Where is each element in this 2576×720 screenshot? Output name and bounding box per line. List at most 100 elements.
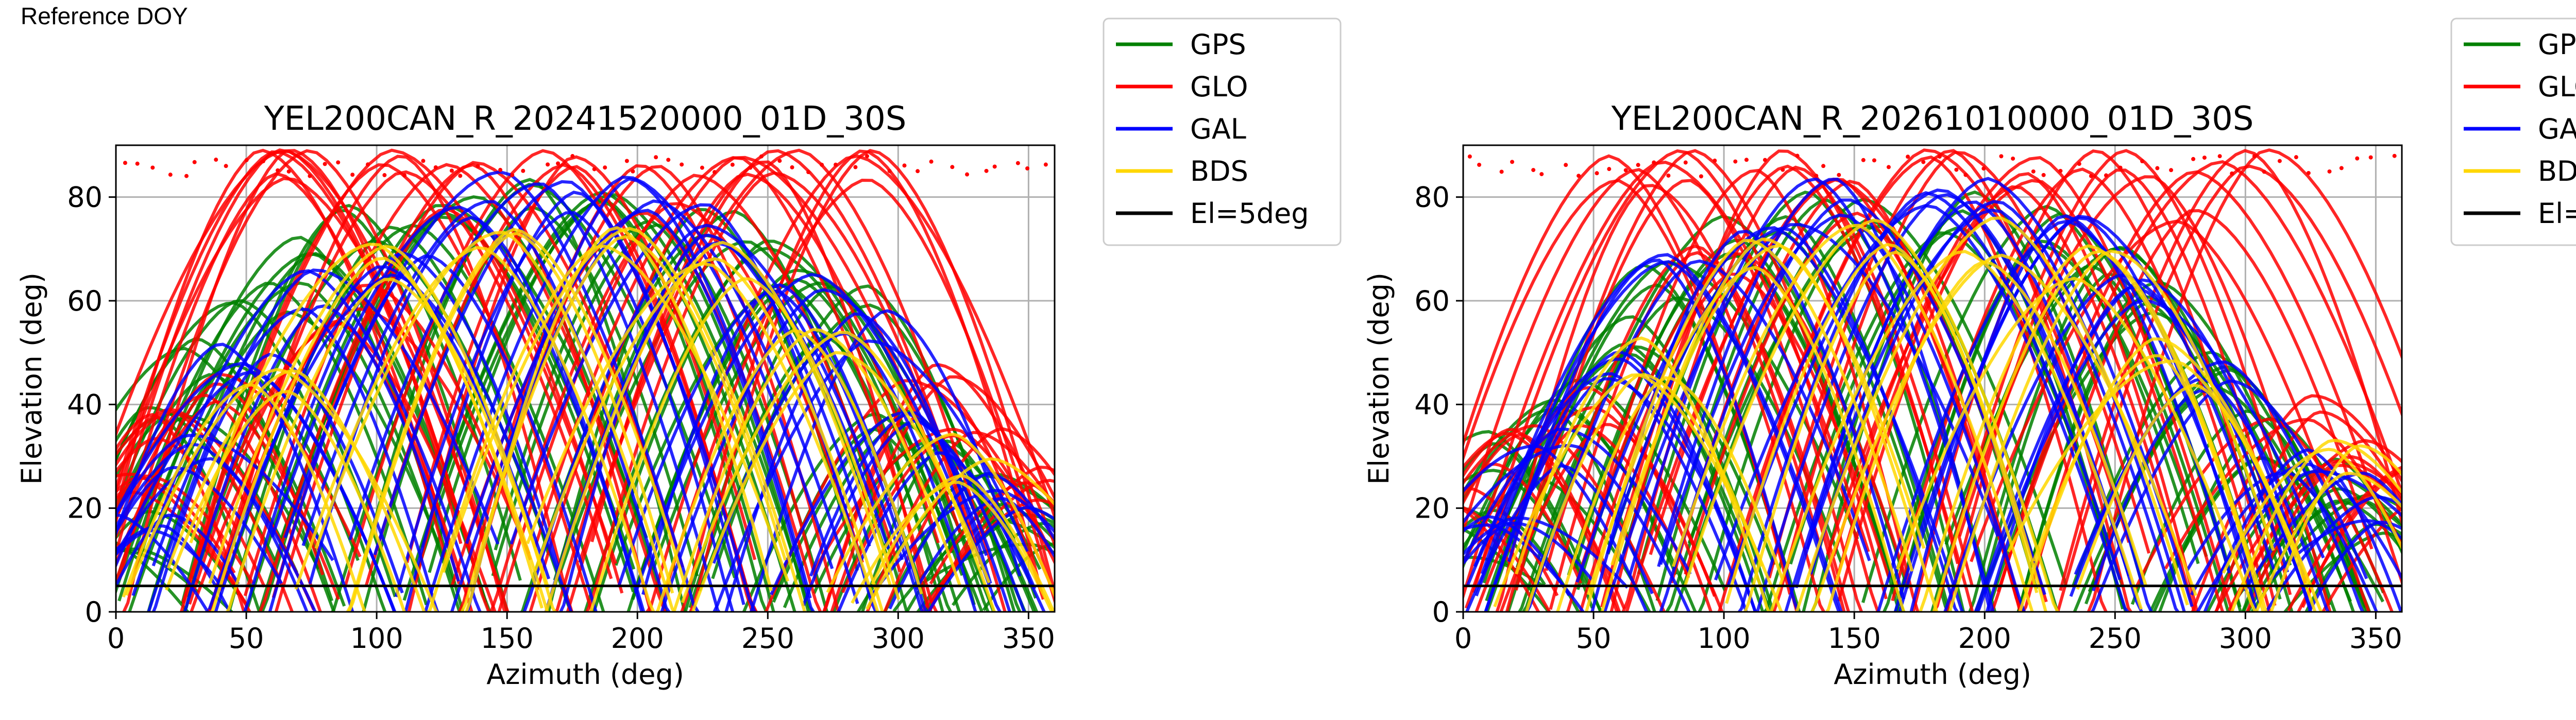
glo-zenith-point <box>2011 156 2015 161</box>
chart-panel-right: 0 50 100 150 200 250 300 350 0 20 40 60 80 YEL200CAN_… <box>1363 18 2576 691</box>
track-gal <box>1876 219 2261 612</box>
track-gal <box>465 209 816 612</box>
track-bds <box>347 231 674 612</box>
glo-zenith-point <box>1699 174 1703 179</box>
glo-zenith-point <box>712 170 717 175</box>
track-gal <box>373 180 757 612</box>
track-gps <box>1802 209 2125 612</box>
track-gal <box>270 205 646 612</box>
track-bds <box>589 277 901 612</box>
legend-label-bds: BDS <box>2538 155 2576 187</box>
track-bds <box>166 369 426 612</box>
y-tick-label: 40 <box>1414 388 1450 421</box>
glo-zenith-point <box>214 158 218 162</box>
glo-zenith-point <box>654 155 658 160</box>
track-gps <box>244 204 648 612</box>
glo-zenith-point <box>2230 171 2234 176</box>
glo-zenith-point <box>1861 158 1866 162</box>
track-glo <box>1731 155 2108 612</box>
track-gal <box>1909 214 2231 612</box>
legend-label-gal: GAL <box>2538 113 2576 145</box>
track-gal <box>2190 462 2402 596</box>
glo-zenith-point <box>1837 173 1841 177</box>
track-gal <box>116 466 283 585</box>
track-bds <box>526 262 879 612</box>
track-glo <box>116 413 246 612</box>
track-gal <box>869 489 1055 598</box>
glo-zenith-point <box>1937 155 1942 159</box>
track-gal <box>888 472 1055 610</box>
track-gal <box>634 272 1002 612</box>
track-gal <box>1794 200 2154 612</box>
x-tick-label: 150 <box>481 622 534 655</box>
track-bds <box>533 257 884 612</box>
glo-zenith-point <box>2089 174 2093 178</box>
glo-zenith-point <box>123 161 127 165</box>
legend: GPS GLO GAL BDS El=5deg <box>2450 18 2576 246</box>
track-bds <box>1810 253 2198 612</box>
track-glo <box>116 407 315 610</box>
track-gal <box>1659 213 2026 612</box>
x-tick-label: 100 <box>350 622 403 655</box>
track-bds <box>189 243 549 612</box>
track-bds <box>426 244 790 612</box>
track-gps <box>905 503 1055 612</box>
track-gal <box>116 442 317 612</box>
legend-box <box>2450 18 2576 246</box>
track-glo <box>497 174 902 612</box>
track-gal <box>151 353 404 612</box>
glo-zenith-point <box>1043 162 1048 167</box>
glo-zenith-point <box>820 162 824 167</box>
glo-zenith-point <box>2118 165 2123 170</box>
glo-zenith-point <box>261 159 265 164</box>
glo-zenith-point <box>1477 162 1482 167</box>
track-bds <box>871 474 1055 612</box>
track-group <box>116 148 1055 612</box>
legend-label-gps: GPS <box>1190 28 1246 61</box>
y-tick-label: 60 <box>67 285 103 317</box>
glo-zenith-point <box>1872 158 1876 163</box>
glo-zenith-point <box>1821 164 1826 168</box>
glo-zenith-point <box>2155 166 2160 170</box>
glo-zenith-point <box>150 165 155 170</box>
track-glo <box>116 437 266 588</box>
glo-zenith-point <box>916 169 920 174</box>
track-gal <box>301 200 671 612</box>
glo-zenith-point <box>458 174 463 178</box>
track-bds <box>1683 218 2060 612</box>
y-axis-label: Elevation (deg) <box>15 272 48 485</box>
glo-zenith-point <box>2058 168 2063 173</box>
x-tick-label: 250 <box>741 622 794 655</box>
x-tick-label: 0 <box>107 622 125 655</box>
track-glo <box>1621 165 1974 612</box>
glo-zenith-point <box>902 163 907 168</box>
page-label: Reference DOY <box>21 3 188 29</box>
glo-zenith-point <box>834 162 838 167</box>
glo-zenith-point <box>759 154 764 159</box>
glo-zenith-point <box>1636 163 1640 167</box>
track-gal <box>1463 523 1585 612</box>
track-glo <box>2021 209 2374 612</box>
glo-zenith-point <box>2140 159 2145 164</box>
glo-zenith-point <box>631 169 635 174</box>
glo-zenith-point <box>521 168 526 173</box>
track-gal <box>1463 515 1571 596</box>
track-gal <box>802 419 1026 612</box>
glo-zenith-point <box>1762 158 1767 162</box>
glo-zenith-point <box>680 162 684 167</box>
x-tick-label: 50 <box>1576 622 1612 655</box>
track-gal <box>770 411 1046 612</box>
track-bds <box>826 433 1055 599</box>
glo-zenith-point <box>1531 168 1536 173</box>
glo-zenith-point <box>929 159 934 164</box>
track-gal <box>522 224 904 612</box>
track-bds <box>691 351 991 612</box>
axes-frame <box>1462 144 2403 613</box>
track-glo <box>116 177 510 612</box>
glo-zenith-point <box>592 167 597 172</box>
glo-zenith-point <box>2306 170 2311 175</box>
glo-zenith-point <box>184 174 189 178</box>
track-bds <box>1515 336 1771 612</box>
y-tick-label: 40 <box>67 388 103 421</box>
x-tick-label: 300 <box>2219 622 2272 655</box>
